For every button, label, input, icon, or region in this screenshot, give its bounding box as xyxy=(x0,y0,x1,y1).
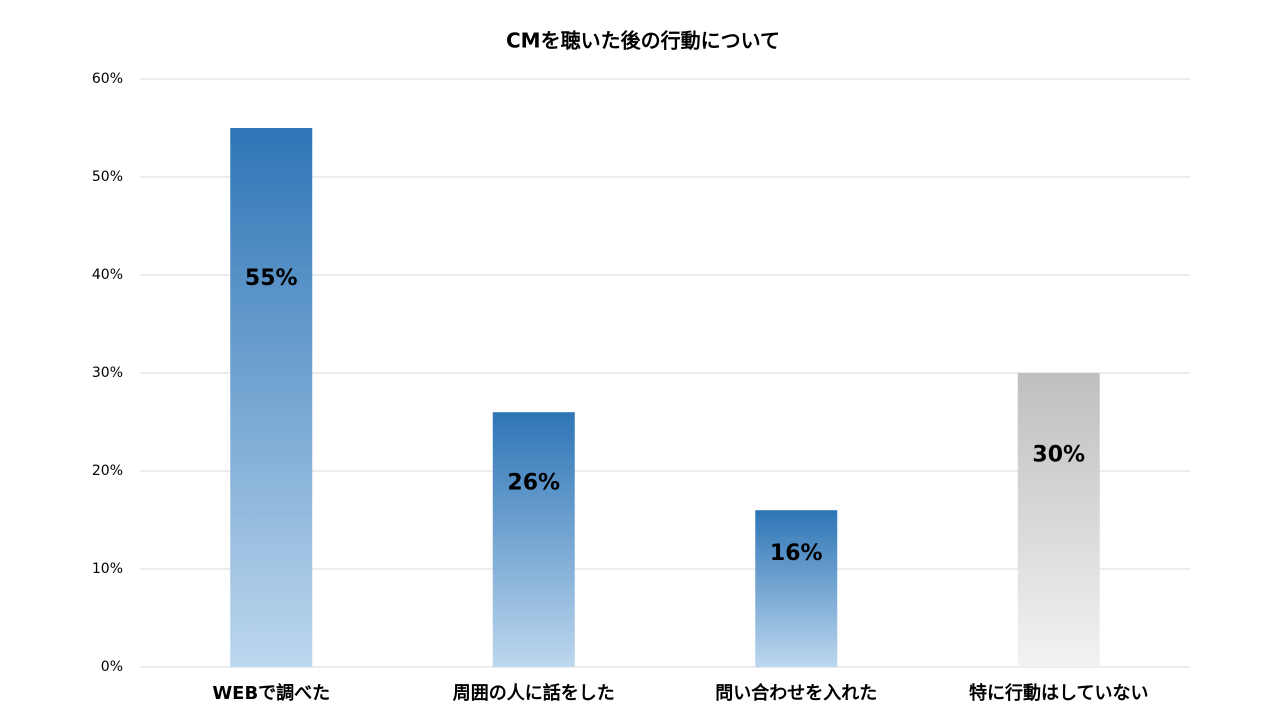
bar xyxy=(230,128,313,667)
bar xyxy=(1017,373,1100,667)
data-label: 26% xyxy=(507,471,560,496)
y-tick-label: 30% xyxy=(92,365,123,381)
data-label: 30% xyxy=(1032,442,1085,467)
x-tick-label: 周囲の人に話をした xyxy=(453,682,615,704)
bar xyxy=(492,412,575,667)
y-tick-label: 20% xyxy=(92,463,123,479)
bar xyxy=(755,510,838,667)
x-tick-label: WEBで調べた xyxy=(212,682,330,704)
data-label: 16% xyxy=(770,541,823,566)
chart-title: CMを聴いた後の行動について xyxy=(506,29,780,53)
y-tick-label: 50% xyxy=(92,169,123,185)
x-tick-label: 特に行動はしていない xyxy=(969,682,1148,704)
y-tick-label: 0% xyxy=(101,659,123,675)
y-tick-label: 60% xyxy=(92,71,123,87)
y-tick-label: 10% xyxy=(92,561,123,577)
y-tick-label: 40% xyxy=(92,267,123,283)
data-label: 55% xyxy=(245,266,298,291)
x-tick-label: 問い合わせを入れた xyxy=(715,682,877,704)
